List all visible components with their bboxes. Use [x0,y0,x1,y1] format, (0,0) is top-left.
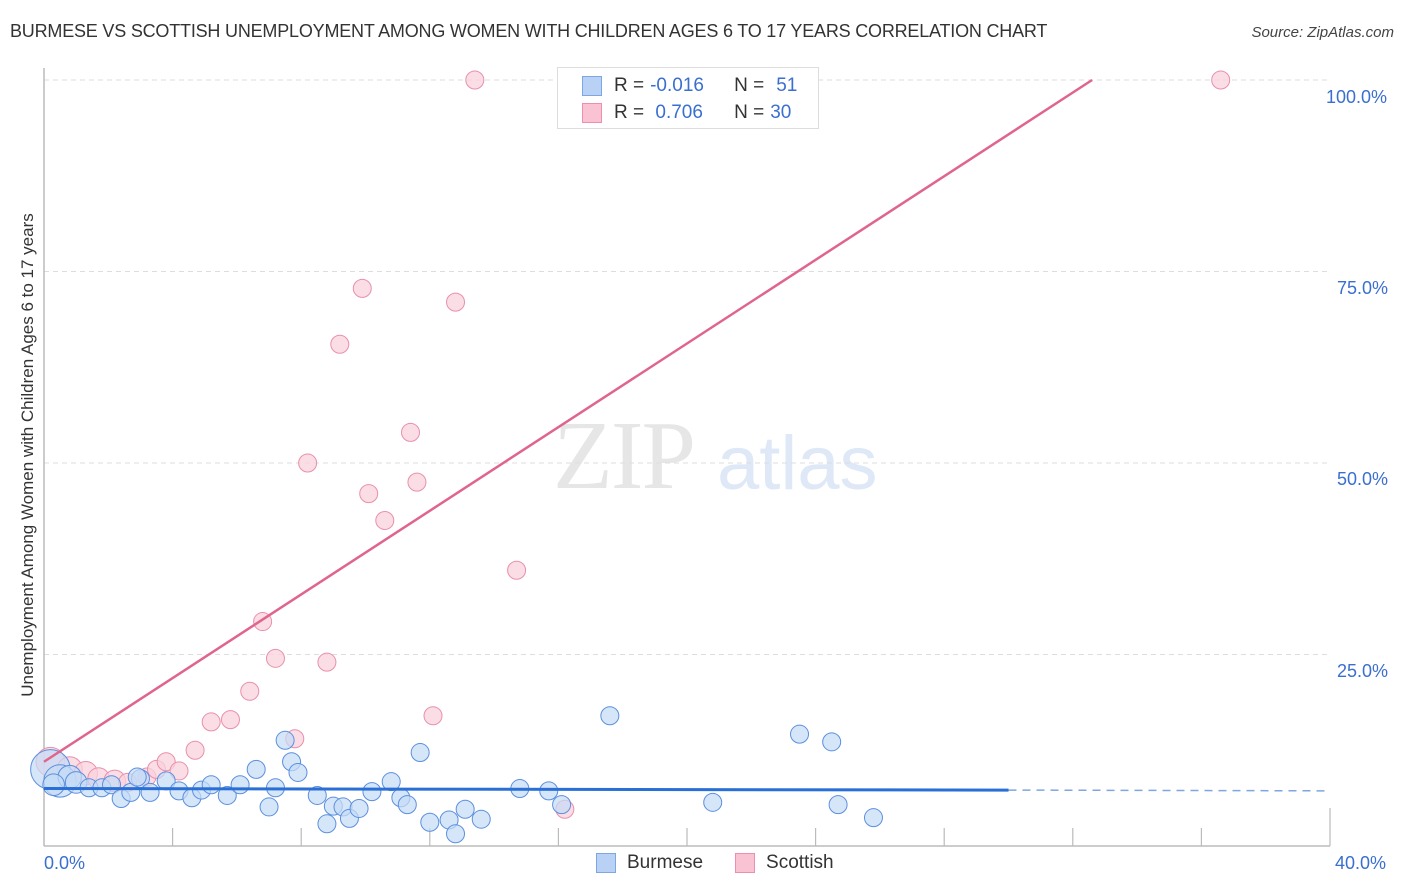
scottish-data-point [298,453,318,473]
y-tick-100: 100.0% [1326,87,1388,107]
burmese-swatch-icon [582,76,602,96]
scottish-data-point [185,740,205,760]
burmese-data-point [790,724,810,744]
scottish-trend-line [43,78,1093,763]
scottish-data-point [330,334,350,354]
scottish-data-point [423,706,443,726]
burmese-trend-extension [1008,789,1331,792]
legend-label-scottish: Scottish [766,852,834,873]
burmese-data-point [863,808,883,828]
r-label: R = [614,75,645,96]
burmese-data-point [362,782,382,802]
legend-item-scottish[interactable]: Scottish [735,852,834,874]
scottish-data-point [446,292,466,312]
x-tick-min: 0.0% [44,853,86,873]
n-label: N = [734,75,765,96]
scottish-data-point [156,752,176,772]
burmese-data-point [703,792,723,812]
scottish-swatch-icon [735,853,756,873]
series-legend: Burmese Scottish [596,852,866,874]
burmese-data-point [410,743,430,763]
burmese-data-point [288,762,308,782]
y-tick-75: 75.0% [1337,278,1389,298]
burmese-swatch-icon [596,853,616,873]
burmese-data-point [307,785,327,805]
burmese-data-point [420,812,440,832]
burmese-data-point [201,775,221,795]
x-tick-max: 40.0% [1335,853,1387,873]
scottish-data-point [220,710,240,730]
legend-item-burmese[interactable]: Burmese [596,852,703,874]
chart-title: BURMESE VS SCOTTISH UNEMPLOYMENT AMONG W… [10,21,1048,41]
scottish-data-point [352,278,372,298]
burmese-data-point [217,785,237,805]
burmese-data-point [446,824,466,844]
burmese-data-point [455,799,475,819]
scottish-data-point [507,560,527,580]
burmese-r-value: -0.016 [650,75,704,96]
burmese-n-value: 51 [776,75,798,96]
burmese-data-point [140,782,160,802]
burmese-data-point [42,773,65,797]
scottish-data-point [265,648,285,668]
burmese-trend-line [43,787,1009,792]
burmese-data-point [246,759,266,779]
scottish-swatch-icon [582,103,602,123]
r-label: R = [614,102,645,123]
burmese-data-point [317,814,337,834]
burmese-data-point [600,706,620,726]
burmese-data-point [230,775,250,795]
scottish-data-point [401,422,421,442]
burmese-data-point [822,732,842,752]
scottish-data-point [201,712,221,732]
burmese-data-point [275,730,295,750]
burmese-data-point [259,797,279,817]
legend-label-burmese: Burmese [627,852,704,873]
watermark-atlas: atlas [717,421,878,506]
n-label: N = [734,102,765,123]
burmese-data-point [349,798,369,818]
scottish-data-point [169,761,189,781]
y-tick-25: 25.0% [1337,661,1389,681]
scottish-data-point [1211,70,1231,90]
y-tick-50: 50.0% [1337,469,1389,489]
burmese-data-point [552,795,572,815]
correlation-legend: R = -0.016 N = 51 R = 0.706 N = 30 [557,67,819,129]
scottish-n-value: 30 [770,102,792,123]
watermark-zip: ZIP [553,402,696,510]
legend-row-burmese: R = -0.016 N = 51 [582,74,797,98]
scottish-data-point [375,510,395,530]
burmese-data-point [381,772,401,792]
burmese-data-point [828,795,848,815]
scottish-data-point [240,681,260,701]
scottish-data-point [407,472,427,492]
legend-row-scottish: R = 0.706 N = 30 [582,101,791,125]
scottish-data-point [359,484,379,504]
scottish-data-point [465,70,485,90]
scottish-r-value: 0.706 [650,102,703,123]
burmese-data-point [127,767,147,787]
source-credit: Source: ZipAtlas.com [1251,24,1394,41]
y-axis-label: Unemployment Among Women with Children A… [18,213,37,697]
burmese-data-point [397,795,417,815]
burmese-data-point [471,809,491,829]
scottish-data-point [317,652,337,672]
